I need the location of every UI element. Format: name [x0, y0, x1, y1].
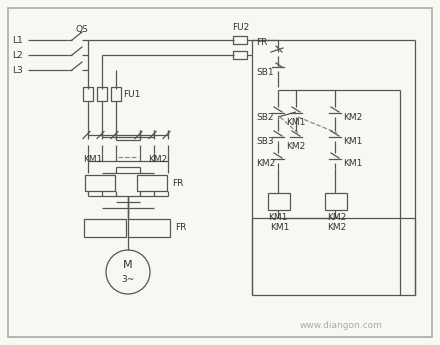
Text: KM2: KM2 [256, 158, 275, 168]
Bar [325, 193, 347, 210]
Bar [97, 87, 107, 101]
Text: SB3: SB3 [256, 137, 274, 146]
Bar [233, 36, 247, 44]
Text: QS: QS [75, 24, 88, 33]
Text: L3: L3 [12, 66, 23, 75]
Bar [268, 193, 290, 210]
Text: FU2: FU2 [232, 22, 249, 31]
Text: KM1: KM1 [343, 137, 363, 146]
Bar [83, 87, 93, 101]
Text: SB1: SB1 [256, 68, 274, 77]
Text: FR: FR [172, 178, 183, 187]
Text: M: M [123, 260, 133, 270]
Text: KM1: KM1 [270, 224, 290, 233]
Text: KM1: KM1 [83, 155, 103, 164]
Text: KM1: KM1 [286, 118, 305, 127]
Text: KM2: KM2 [286, 141, 305, 150]
Text: www.diangon.com: www.diangon.com [300, 321, 383, 329]
Text: KM1: KM1 [268, 214, 287, 223]
Text: KM2: KM2 [327, 214, 346, 223]
Bar [84, 219, 126, 237]
Text: KM1: KM1 [343, 158, 363, 168]
Text: L2: L2 [12, 50, 22, 59]
Text: KM2: KM2 [148, 155, 167, 164]
Bar [128, 219, 170, 237]
Bar [233, 51, 247, 59]
Text: KM2: KM2 [343, 112, 362, 121]
Bar [137, 175, 167, 191]
Text: FU1: FU1 [123, 89, 140, 99]
Text: L1: L1 [12, 36, 23, 45]
Text: KM2: KM2 [327, 224, 346, 233]
Text: FR: FR [175, 224, 187, 233]
Bar [85, 175, 115, 191]
Text: SB2: SB2 [256, 112, 274, 121]
Text: FR: FR [256, 38, 268, 47]
Bar [111, 87, 121, 101]
Text: 3~: 3~ [121, 275, 135, 284]
